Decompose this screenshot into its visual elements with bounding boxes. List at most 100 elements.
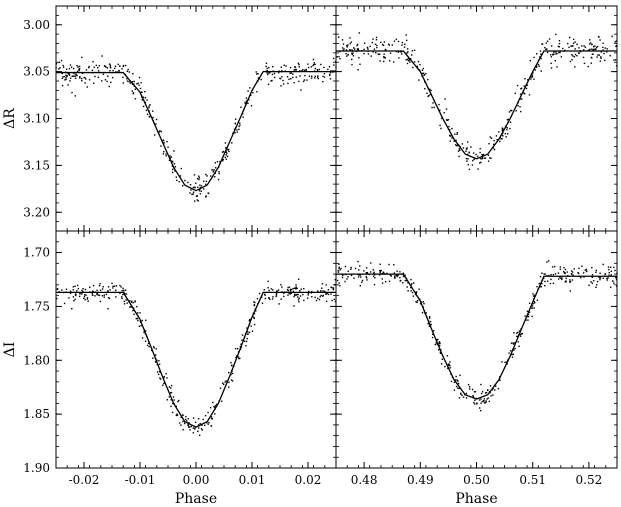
data-point xyxy=(171,160,173,162)
data-point xyxy=(295,76,297,78)
data-point xyxy=(323,76,326,78)
data-point xyxy=(235,356,237,359)
data-point xyxy=(162,384,164,386)
data-point xyxy=(327,289,330,291)
data-point xyxy=(406,62,409,65)
data-point xyxy=(307,292,310,295)
data-point xyxy=(517,331,519,334)
data-point xyxy=(540,53,542,55)
data-point xyxy=(294,294,296,297)
data-point xyxy=(155,118,158,121)
data-point xyxy=(247,102,249,105)
data-point xyxy=(390,275,393,277)
data-point xyxy=(329,71,332,74)
data-point xyxy=(326,292,329,294)
data-point xyxy=(193,428,196,430)
data-point xyxy=(248,331,251,334)
data-point xyxy=(445,108,448,110)
data-point xyxy=(243,340,246,342)
data-point xyxy=(445,119,448,121)
data-point xyxy=(403,275,405,278)
data-point xyxy=(292,73,294,75)
data-point xyxy=(552,273,555,276)
data-point xyxy=(438,342,440,345)
data-point xyxy=(334,283,336,286)
data-point xyxy=(413,282,415,284)
data-point xyxy=(615,45,617,48)
data-point xyxy=(597,54,599,56)
data-point xyxy=(440,127,442,130)
data-point xyxy=(506,119,509,121)
data-point xyxy=(411,283,413,285)
data-point xyxy=(119,292,121,294)
data-point xyxy=(193,174,196,176)
data-point xyxy=(485,401,487,403)
data-point xyxy=(97,76,100,78)
data-point xyxy=(180,167,182,170)
data-point xyxy=(133,313,135,315)
data-point xyxy=(267,287,269,289)
data-point xyxy=(165,372,167,375)
data-point xyxy=(349,37,351,39)
data-point xyxy=(78,295,81,298)
data-point xyxy=(74,285,76,287)
data-point xyxy=(60,59,63,62)
data-point xyxy=(404,279,406,282)
data-point xyxy=(125,299,127,301)
data-point xyxy=(103,296,105,298)
data-point xyxy=(215,167,217,169)
data-point xyxy=(68,67,71,70)
data-point xyxy=(527,319,529,321)
data-point xyxy=(395,38,398,41)
data-point xyxy=(267,72,270,74)
data-point xyxy=(523,92,525,94)
data-point xyxy=(531,75,534,77)
data-point xyxy=(557,272,560,274)
data-point xyxy=(203,180,205,182)
data-point xyxy=(290,292,292,294)
data-point xyxy=(439,352,442,355)
data-point xyxy=(481,157,484,160)
data-point xyxy=(187,418,190,420)
data-point xyxy=(214,162,217,164)
data-point xyxy=(89,286,91,289)
data-point xyxy=(148,105,150,107)
data-point xyxy=(211,418,214,420)
data-point xyxy=(231,142,233,144)
data-point xyxy=(465,392,468,395)
data-point xyxy=(272,289,274,291)
data-point xyxy=(137,312,139,314)
data-point xyxy=(289,72,291,74)
data-point xyxy=(431,333,434,335)
data-point xyxy=(109,64,112,66)
data-point xyxy=(130,300,133,303)
data-point xyxy=(58,61,61,63)
data-point xyxy=(467,158,469,160)
data-point xyxy=(394,276,396,279)
data-point xyxy=(591,282,594,284)
data-point xyxy=(81,293,83,295)
data-point xyxy=(599,277,601,280)
data-point xyxy=(573,268,575,270)
data-point xyxy=(501,129,503,132)
data-point xyxy=(152,346,155,348)
data-point xyxy=(498,131,500,133)
data-point xyxy=(75,293,77,295)
data-point xyxy=(393,61,395,63)
data-point xyxy=(68,297,70,299)
data-point xyxy=(192,427,195,429)
data-point xyxy=(606,48,608,50)
data-point xyxy=(425,73,427,75)
data-point xyxy=(406,286,408,288)
data-point xyxy=(214,406,216,409)
data-point xyxy=(562,47,564,50)
data-point xyxy=(567,42,569,45)
data-point xyxy=(422,72,425,74)
data-point xyxy=(133,83,135,85)
data-point xyxy=(316,68,319,71)
data-point xyxy=(493,148,496,151)
data-point xyxy=(383,53,385,55)
data-point xyxy=(224,142,227,144)
data-point xyxy=(468,168,471,171)
data-point xyxy=(407,282,409,284)
